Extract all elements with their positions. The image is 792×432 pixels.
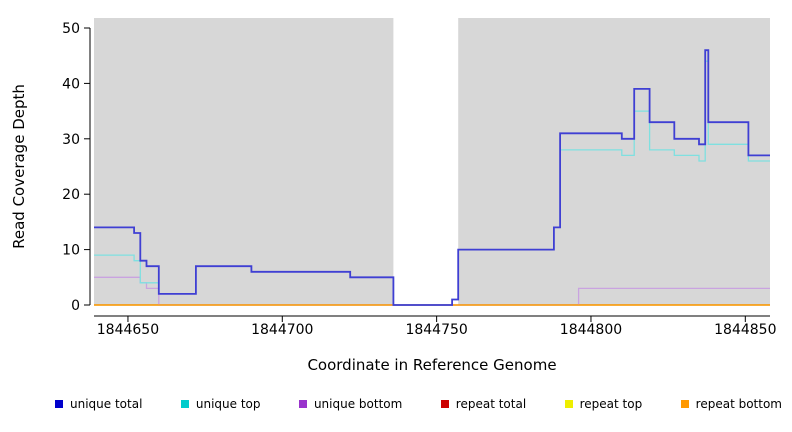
legend-label: unique top xyxy=(195,397,261,411)
y-tick-label: 20 xyxy=(62,187,80,203)
legend-swatch-icon xyxy=(298,400,307,408)
y-axis-title: Read Coverage Depth xyxy=(10,84,28,249)
legend: unique total unique top unique bottom repea… xyxy=(55,397,782,411)
legend-label: repeat total xyxy=(455,397,527,411)
y-tick-label: 10 xyxy=(62,243,80,259)
x-tick-label: 1844700 xyxy=(251,322,313,338)
y-tick-label: 40 xyxy=(62,76,80,92)
legend-swatch-icon xyxy=(564,400,573,408)
x-axis-title: Coordinate in Reference Genome xyxy=(307,356,557,374)
legend-item: repeat bottom xyxy=(680,397,782,411)
y-tick-label: 50 xyxy=(62,21,80,37)
legend-label: repeat top xyxy=(579,397,643,411)
shaded-region xyxy=(458,18,770,305)
shaded-region xyxy=(94,18,394,305)
legend-swatch-icon xyxy=(55,400,63,408)
x-tick-label: 1844850 xyxy=(714,322,776,338)
x-tick-label: 1844650 xyxy=(97,322,159,338)
legend-item: unique bottom xyxy=(298,397,403,411)
coverage-plot: 0 10 20 30 40 50 1844650 1844700 1844750 1844800 1… xyxy=(10,18,776,338)
legend-swatch-icon xyxy=(180,400,189,408)
legend-label: unique bottom xyxy=(313,397,403,411)
legend-item: repeat top xyxy=(564,397,643,411)
y-tick-label: 0 xyxy=(71,298,80,314)
legend-item: unique total xyxy=(55,397,142,411)
x-tick-label: 1844750 xyxy=(405,322,467,338)
legend-label: repeat bottom xyxy=(695,397,782,411)
legend-item: unique top xyxy=(180,397,261,411)
y-tick-label: 30 xyxy=(62,132,80,148)
legend-item: repeat total xyxy=(440,397,527,411)
legend-swatch-icon xyxy=(440,400,449,408)
x-tick-label: 1844800 xyxy=(560,322,622,338)
series-unique-total xyxy=(94,49,770,306)
legend-label: unique total xyxy=(70,397,143,411)
legend-swatch-icon xyxy=(680,400,689,408)
